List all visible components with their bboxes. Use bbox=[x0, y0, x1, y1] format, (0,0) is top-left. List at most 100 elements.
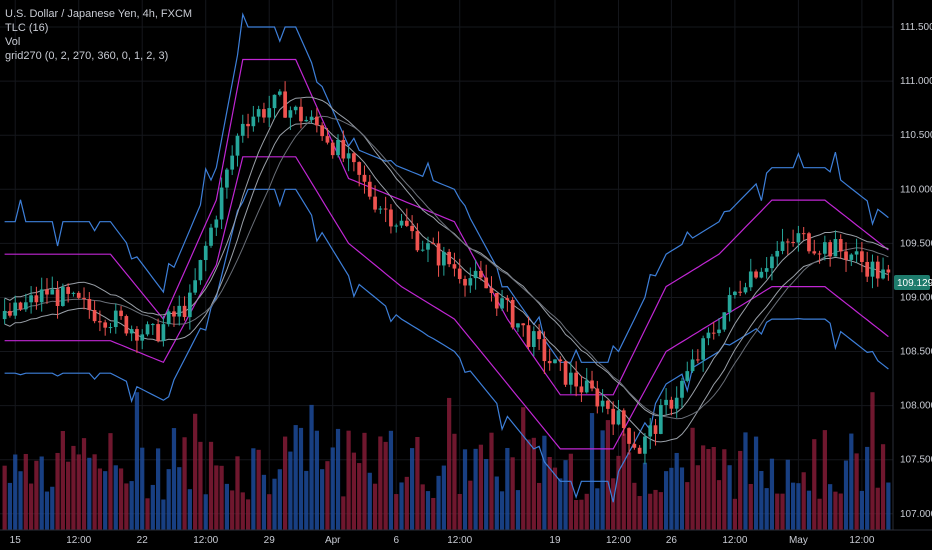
volume-bar bbox=[563, 460, 568, 530]
volume-bar bbox=[711, 447, 716, 530]
candle-body bbox=[352, 153, 356, 163]
candle-body bbox=[129, 329, 134, 334]
volume-bar bbox=[394, 494, 399, 530]
candle-body bbox=[860, 251, 864, 262]
volume-bar bbox=[113, 465, 118, 530]
legend-indicator-tlc[interactable]: TLC (16) bbox=[5, 22, 49, 34]
time-tick-label: 29 bbox=[264, 535, 276, 546]
volume-bar bbox=[457, 493, 462, 530]
candle-body bbox=[669, 399, 674, 409]
candle-body bbox=[701, 338, 705, 360]
volume-bar bbox=[129, 481, 134, 530]
band-lower-inner bbox=[4, 156, 889, 450]
band-upper-inner bbox=[4, 58, 889, 396]
candle-body bbox=[637, 447, 642, 454]
candle-body bbox=[113, 310, 118, 328]
volume-bar bbox=[478, 444, 484, 530]
time-tick-label: 19 bbox=[549, 535, 561, 546]
volume-bar bbox=[849, 433, 854, 530]
volume-bar bbox=[822, 430, 827, 530]
candle-body bbox=[225, 169, 229, 188]
volume-bar bbox=[796, 483, 801, 530]
candle-body bbox=[140, 334, 145, 341]
volume-bar bbox=[626, 452, 632, 530]
volume-bar bbox=[7, 482, 13, 530]
candle-body bbox=[696, 359, 700, 361]
volume-bar bbox=[727, 465, 732, 530]
candle-body bbox=[150, 324, 155, 326]
volume-bar bbox=[60, 431, 65, 530]
candle-body bbox=[881, 269, 885, 279]
candle-body bbox=[357, 162, 362, 175]
volume-bar bbox=[314, 430, 319, 530]
candle-body bbox=[299, 106, 303, 122]
volume-bar bbox=[66, 461, 71, 530]
volume-bar bbox=[579, 499, 584, 530]
candle-body bbox=[590, 380, 594, 389]
candle-body bbox=[833, 239, 838, 257]
candle-body bbox=[18, 302, 23, 310]
volume-bar bbox=[695, 465, 700, 530]
candle-body bbox=[738, 291, 743, 293]
price-tick-label: 111.500 bbox=[900, 22, 932, 33]
volume-bar bbox=[81, 438, 87, 530]
volume-bar bbox=[203, 494, 208, 530]
volume-bar bbox=[494, 476, 499, 530]
time-axis[interactable]: 15 12:00 22 12:00 29 Apr 6 12:00 19 12:00 26 12:00 M… bbox=[10, 535, 875, 546]
candle-body bbox=[616, 410, 621, 425]
legend-indicator-vol[interactable]: Vol bbox=[5, 36, 21, 48]
volume-bar bbox=[616, 455, 621, 530]
volume-bar bbox=[521, 407, 526, 530]
candle-body bbox=[161, 324, 166, 341]
candle-body bbox=[410, 225, 414, 232]
volume-bar bbox=[833, 491, 838, 530]
candle-body bbox=[600, 400, 605, 407]
volume-bar bbox=[28, 483, 34, 530]
volume-bar bbox=[341, 496, 346, 530]
volume-bar bbox=[357, 463, 362, 530]
tlc-upper-line bbox=[4, 96, 889, 417]
volume-bar bbox=[690, 427, 695, 530]
volume-bar bbox=[669, 467, 674, 530]
volume-bar bbox=[526, 439, 531, 530]
volume-bar bbox=[473, 448, 478, 530]
price-tick-label: 109.000 bbox=[900, 292, 932, 303]
volume-bar bbox=[161, 499, 166, 530]
candle-body bbox=[378, 208, 383, 210]
price-axis[interactable]: 111.500 111.000 110.500 110.000 109.500 109.0… bbox=[900, 22, 932, 520]
candle-body bbox=[156, 324, 160, 341]
volume-bar bbox=[547, 457, 552, 530]
candle-body bbox=[315, 116, 319, 126]
candle-body bbox=[823, 242, 827, 254]
volume-bar bbox=[600, 430, 605, 530]
last-price-tag: 109.129 bbox=[894, 275, 932, 290]
candle-body bbox=[436, 243, 441, 266]
candles[interactable] bbox=[2, 81, 891, 465]
volume-bar bbox=[92, 454, 97, 530]
legend-symbol[interactable]: U.S. Dollar / Japanese Yen, 4h, FXCM bbox=[5, 8, 193, 20]
candle-body bbox=[547, 361, 552, 364]
legend-indicator-grid[interactable]: grid270 (0, 2, 270, 360, 0, 1, 2, 3) bbox=[5, 50, 169, 62]
volume-bar bbox=[568, 453, 573, 530]
volume-bar bbox=[531, 437, 536, 530]
candle-body bbox=[468, 278, 473, 286]
volume-bar bbox=[542, 435, 547, 530]
volume-bar bbox=[738, 450, 743, 530]
candle-body bbox=[8, 310, 12, 316]
candle-body bbox=[288, 110, 293, 118]
candle-body bbox=[23, 302, 28, 310]
volume-bar bbox=[330, 447, 335, 530]
candle-body bbox=[632, 443, 637, 448]
candle-body bbox=[494, 292, 499, 309]
volume-bar bbox=[298, 427, 304, 530]
volume-bar bbox=[245, 499, 251, 530]
candle-body bbox=[182, 305, 187, 318]
volume-bar bbox=[536, 482, 542, 530]
volume-bar bbox=[415, 436, 420, 530]
candle-body bbox=[759, 271, 764, 278]
candle-body bbox=[426, 243, 430, 250]
volume-bar bbox=[193, 413, 198, 530]
volume-bar bbox=[701, 445, 706, 530]
volume-bar bbox=[817, 498, 822, 530]
